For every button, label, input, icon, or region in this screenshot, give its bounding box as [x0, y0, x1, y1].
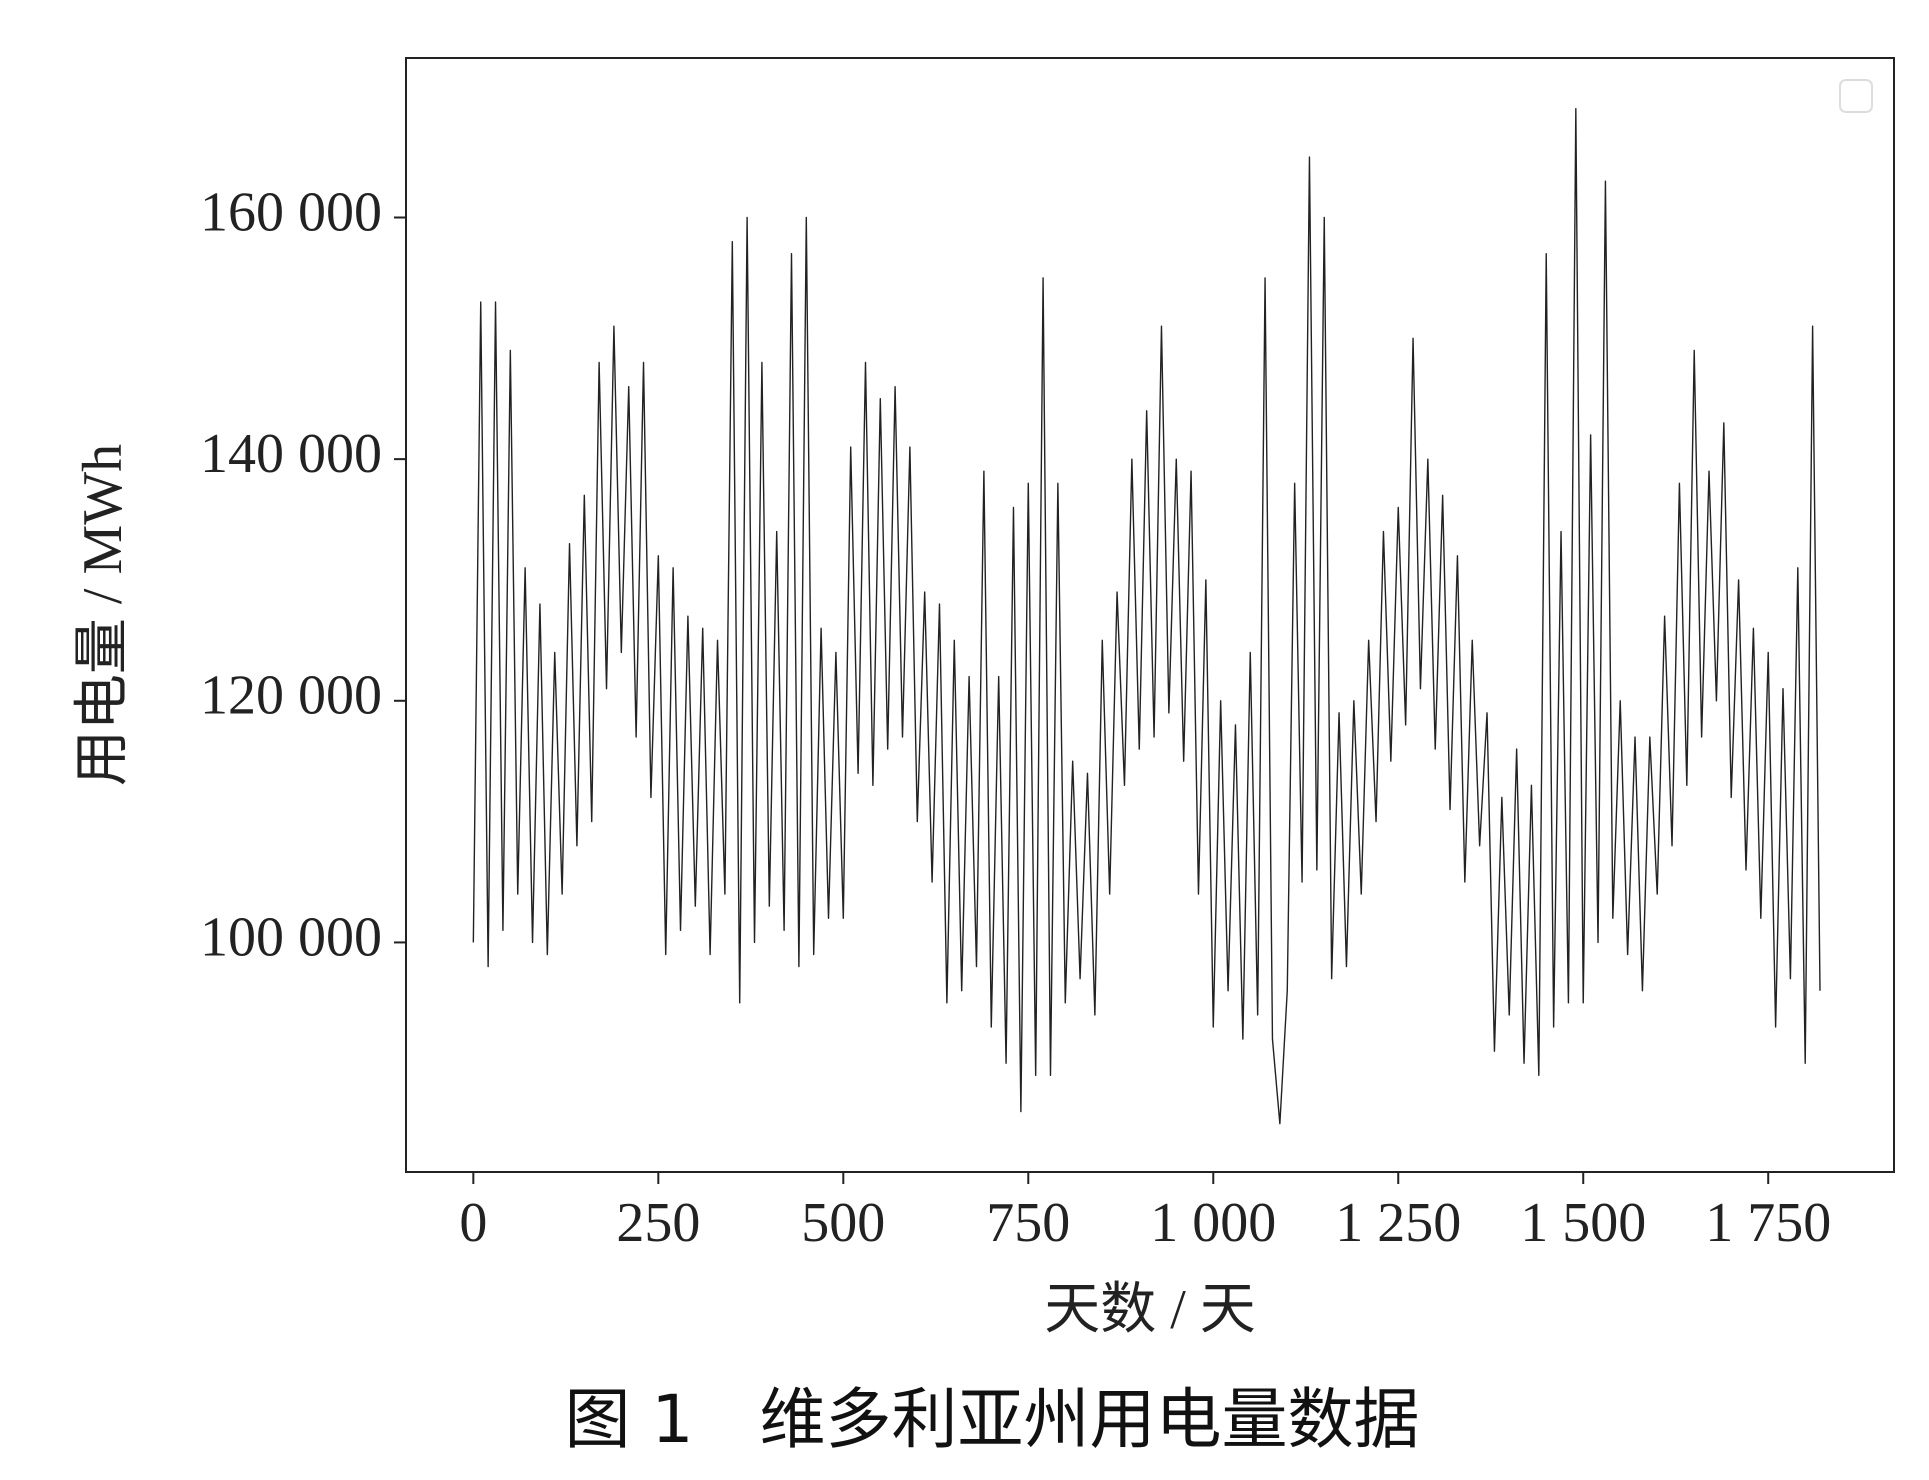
x-tick-label: 1 500 — [1520, 1192, 1646, 1254]
y-tick-label: 160 000 — [200, 181, 382, 243]
x-tick-label: 1 250 — [1335, 1192, 1461, 1254]
x-tick-label: 500 — [801, 1192, 885, 1254]
y-tick-label: 120 000 — [200, 665, 382, 727]
plot-frame — [405, 57, 1895, 1173]
x-tick-label: 250 — [616, 1192, 700, 1254]
y-tick-label: 140 000 — [200, 423, 382, 485]
y-tick-label: 100 000 — [200, 906, 382, 968]
chart-title: 图 1 维多利亚州用电量数据 — [565, 1381, 1420, 1458]
x-tick-label: 750 — [986, 1192, 1070, 1254]
x-tick-label: 1 750 — [1705, 1192, 1831, 1254]
x-tick-label: 0 — [459, 1192, 487, 1254]
y-axis-label: 用电量 / MWh — [72, 444, 134, 786]
x-tick-label: 1 000 — [1150, 1192, 1276, 1254]
x-axis-label: 天数 / 天 — [1044, 1279, 1256, 1341]
data-line — [472, 108, 1821, 1125]
legend-box — [1839, 79, 1873, 113]
